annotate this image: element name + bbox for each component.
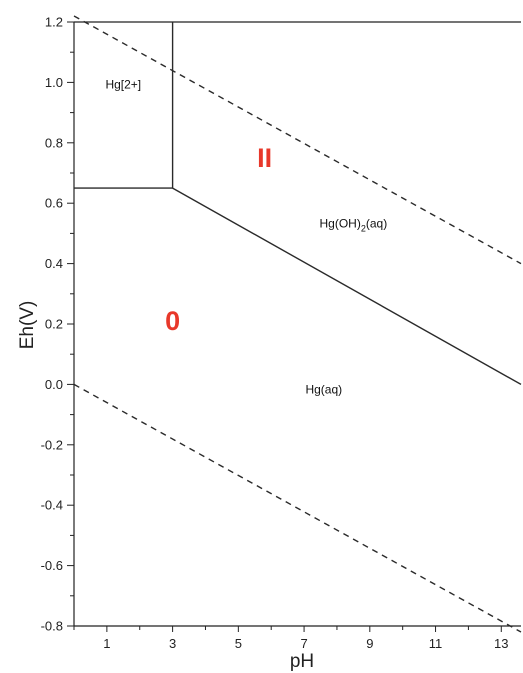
- y-tick-label: 1.2: [45, 15, 63, 30]
- species-label: Hg(OH)2(aq): [320, 216, 388, 233]
- x-tick-label: 11: [429, 636, 443, 651]
- x-tick-label: 5: [235, 636, 242, 651]
- y-tick-label: -0.8: [41, 619, 63, 634]
- x-axis-title: pH: [290, 651, 314, 672]
- x-tick-label: 3: [169, 636, 176, 651]
- y-tick-label: -0.6: [41, 558, 63, 573]
- series-layer: [73, 15, 522, 633]
- y-axis-title: Eh(V): [17, 301, 38, 350]
- x-tick-label: 7: [300, 636, 307, 651]
- x-tick-label: 9: [366, 636, 373, 651]
- y-axis: 1.2 1.0 0.8 0.6 0.4 0.2 0.0 -0.2 -0.4 -0.6 -0.8: [41, 15, 74, 634]
- y-tick-label: -0.2: [41, 437, 63, 452]
- boundary-line-2: [172, 187, 522, 386]
- region-labels: Hg[2+] Hg(OH)2(aq) Hg(aq) II 0: [105, 77, 387, 396]
- y-tick-label: 0.0: [45, 377, 63, 392]
- species-label: Hg(aq): [305, 382, 342, 396]
- x-tick-label: 1: [103, 636, 110, 651]
- species-label: Hg[2+]: [105, 77, 141, 91]
- water-stability-line-4: [73, 383, 522, 633]
- y-tick-label: 0.2: [45, 317, 63, 332]
- y-tick-label: -0.4: [41, 498, 63, 513]
- water-stability-line-3: [73, 15, 522, 265]
- y-tick-label: 0.8: [45, 135, 63, 150]
- y-tick-label: 0.4: [45, 256, 63, 271]
- y-tick-label: 0.6: [45, 196, 63, 211]
- x-axis: 1 3 5 7 9 11 13: [73, 626, 509, 651]
- plot-frame: [73, 21, 521, 627]
- oxidation-state-label: II: [257, 143, 272, 173]
- x-tick-label: 13: [494, 636, 508, 651]
- oxidation-state-label: 0: [165, 306, 180, 336]
- y-tick-label: 1.0: [45, 75, 63, 90]
